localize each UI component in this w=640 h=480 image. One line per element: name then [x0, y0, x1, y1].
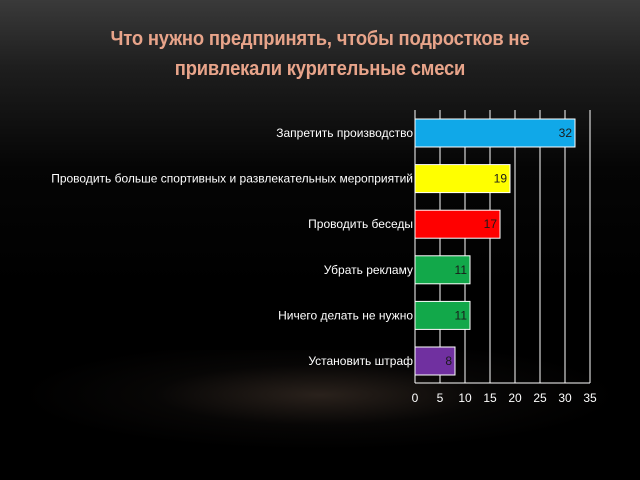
data-label: 11 — [455, 263, 468, 277]
x-tick-label: 10 — [458, 391, 472, 405]
x-tick-label: 0 — [412, 391, 419, 405]
data-label: 32 — [559, 126, 573, 140]
data-label: 19 — [494, 172, 508, 186]
bottom-glow — [0, 350, 640, 480]
data-label: 8 — [445, 354, 452, 368]
category-label: Установить штраф — [308, 354, 413, 368]
x-tick-label: 15 — [483, 391, 497, 405]
bar — [414, 164, 511, 194]
bar — [414, 255, 471, 285]
category-label: Запретить производство — [276, 126, 413, 140]
data-label: 17 — [484, 217, 498, 231]
bar — [414, 209, 501, 239]
bar — [414, 118, 576, 148]
x-tick-label: 35 — [583, 391, 597, 405]
category-label: Ничего делать не нужно — [278, 308, 413, 322]
x-tick-label: 5 — [437, 391, 444, 405]
bar — [414, 346, 456, 376]
bar — [414, 300, 471, 330]
category-label: Проводить больше спортивных и развлекате… — [51, 172, 413, 186]
category-label: Проводить беседы — [308, 217, 413, 231]
category-label: Убрать рекламу — [324, 263, 413, 277]
slide-title: Что нужно предпринять, чтобы подростков … — [110, 28, 530, 80]
x-tick-label: 20 — [508, 391, 522, 405]
data-label: 11 — [455, 308, 468, 322]
x-tick-label: 30 — [558, 391, 572, 405]
x-tick-label: 25 — [533, 391, 547, 405]
